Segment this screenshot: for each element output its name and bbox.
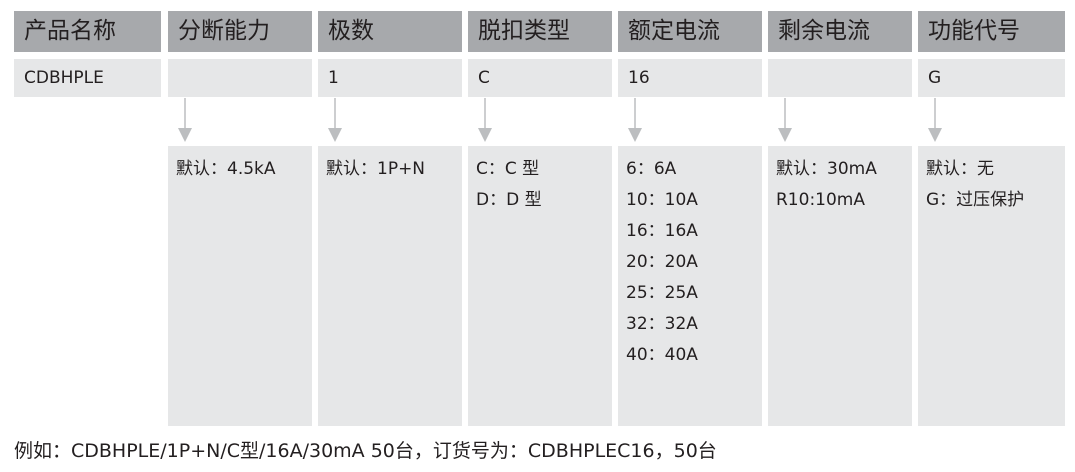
option-item: 32：32A [626, 314, 698, 334]
option-item: G：过压保护 [926, 190, 1025, 210]
code-cell: CDBHPLE [14, 59, 161, 97]
options-box: 默认：4.5kA [168, 146, 312, 426]
option-item: 10：10A [626, 190, 698, 210]
arrow-down-icon [178, 98, 192, 142]
option-item: 40：40A [626, 345, 698, 365]
code-cell: 1 [318, 59, 462, 97]
arrow-down-icon [328, 98, 342, 142]
column-header: 产品名称 [14, 11, 161, 52]
column: 剩余电流 默认：30mA R10:10mA [768, 11, 912, 426]
options-box: 默认：30mA R10:10mA [768, 146, 912, 426]
code-cell [768, 59, 912, 97]
column-header: 分断能力 [168, 11, 312, 52]
option-item: R10:10mA [776, 190, 865, 210]
column: 功能代号 G 默认：无 G：过压保护 [918, 11, 1065, 426]
arrow-down-icon [778, 98, 792, 142]
option-item: 默认：1P+N [326, 159, 426, 179]
column: 额定电流 16 6：6A 10：10A 16：16A 20：20A 25：25A 32：3… [618, 11, 762, 426]
order-example: 例如：CDBHPLE/1P+N/C型/16A/30mA 50台，订货号为：CDB… [14, 440, 717, 462]
options-box: 6：6A 10：10A 16：16A 20：20A 25：25A 32：32A 40：40A [618, 146, 762, 426]
option-item: 16：16A [626, 221, 698, 241]
code-cell [168, 59, 312, 97]
arrow-down-icon [928, 98, 942, 142]
code-cell: G [918, 59, 1065, 97]
column: 脱扣类型 C C：C 型 D：D 型 [468, 11, 612, 426]
options-box: C：C 型 D：D 型 [468, 146, 612, 426]
column: 产品名称 CDBHPLE [14, 11, 161, 97]
column-header: 功能代号 [918, 11, 1065, 52]
option-item: 默认：30mA [776, 159, 877, 179]
option-item: 默认：4.5kA [176, 159, 276, 179]
options-box: 默认：无 G：过压保护 [918, 146, 1065, 426]
options-box: 默认：1P+N [318, 146, 462, 426]
option-item: 25：25A [626, 283, 698, 303]
option-item: 6：6A [626, 159, 677, 179]
option-item: 默认：无 [926, 159, 994, 179]
column: 极数 1 默认：1P+N [318, 11, 462, 426]
column-header: 剩余电流 [768, 11, 912, 52]
arrow-down-icon [628, 98, 642, 142]
column: 分断能力 默认：4.5kA [168, 11, 312, 426]
option-item: D：D 型 [476, 190, 542, 210]
column-header: 脱扣类型 [468, 11, 612, 52]
column-header: 额定电流 [618, 11, 762, 52]
arrow-down-icon [478, 98, 492, 142]
code-cell: 16 [618, 59, 762, 97]
option-item: 20：20A [626, 252, 698, 272]
code-cell: C [468, 59, 612, 97]
column-header: 极数 [318, 11, 462, 52]
option-item: C：C 型 [476, 159, 540, 179]
